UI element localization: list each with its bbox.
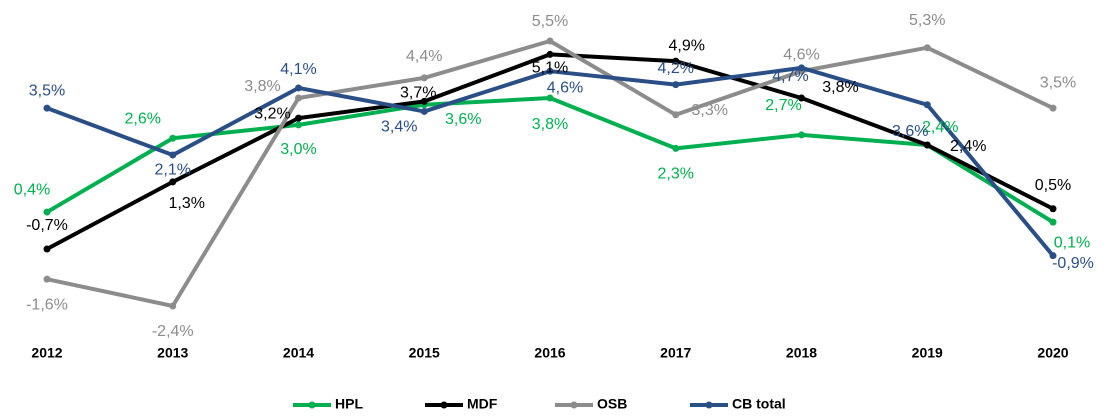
data-label: 0,5%	[1035, 177, 1071, 194]
legend-marker	[570, 401, 578, 409]
data-label: 2,4%	[922, 119, 958, 136]
point	[546, 94, 554, 102]
point	[923, 101, 931, 109]
point	[169, 302, 177, 310]
legend-marker	[440, 401, 448, 409]
x-tick-label: 2018	[786, 345, 817, 361]
data-label: 3,5%	[29, 82, 65, 99]
legend-marker	[308, 401, 316, 409]
point	[798, 64, 805, 72]
legend-label: HPL	[335, 396, 363, 412]
point	[420, 97, 428, 105]
point	[672, 144, 680, 152]
x-tick-label: 2013	[157, 345, 188, 361]
data-label: 4,6%	[783, 46, 819, 63]
point	[1049, 252, 1057, 260]
data-label: 4,4%	[406, 48, 442, 65]
point	[672, 111, 680, 119]
point	[546, 37, 554, 45]
data-label: 0,1%	[1054, 234, 1090, 251]
point	[169, 151, 177, 159]
x-tick-label: 2012	[31, 345, 62, 361]
series	[43, 64, 1057, 260]
data-label: -2,4%	[152, 323, 194, 340]
data-label: 3,5%	[1040, 74, 1076, 91]
point	[169, 134, 177, 142]
point	[420, 107, 428, 115]
point	[798, 131, 805, 139]
legend-label: CB total	[732, 396, 786, 412]
point	[546, 50, 554, 58]
x-tick-label: 2017	[660, 345, 691, 361]
data-label: 3,8%	[244, 78, 280, 95]
data-label: 2,4%	[950, 138, 986, 155]
data-label: 4,6%	[547, 79, 583, 96]
data-label: -0,9%	[1052, 255, 1094, 272]
point	[295, 114, 302, 122]
data-label: 5,1%	[532, 60, 568, 77]
x-tick-label: 2020	[1037, 345, 1068, 361]
data-label: 3,3%	[692, 102, 728, 119]
data-label: 3,7%	[400, 85, 436, 102]
point	[672, 57, 680, 65]
point	[672, 81, 680, 89]
point	[1049, 104, 1057, 112]
data-label: 5,5%	[532, 13, 568, 30]
legend-marker	[705, 401, 713, 409]
data-label: 4,7%	[772, 68, 808, 85]
data-label: 3,4%	[381, 119, 417, 136]
data-label: -0,7%	[26, 217, 68, 234]
point	[295, 84, 302, 92]
data-label: 2,7%	[765, 97, 801, 114]
series	[43, 37, 1057, 310]
data-label: 2,1%	[155, 161, 191, 178]
point	[295, 94, 302, 102]
data-label: 4,9%	[669, 37, 705, 54]
point	[923, 44, 931, 52]
x-tick-label: 2019	[912, 345, 943, 361]
data-label: 2,3%	[658, 166, 694, 183]
data-label: 3,0%	[280, 141, 316, 158]
data-label: 3,8%	[822, 79, 858, 96]
point	[43, 208, 51, 216]
legend-label: OSB	[597, 396, 627, 412]
x-tick-label: 2014	[283, 345, 314, 361]
point	[798, 94, 805, 102]
point	[923, 141, 931, 149]
data-label: 1,3%	[169, 195, 205, 212]
data-label: 3,6%	[892, 123, 928, 140]
point	[1049, 205, 1057, 213]
data-label: 3,2%	[254, 105, 290, 122]
point	[43, 104, 51, 112]
data-label: 3,6%	[445, 111, 481, 128]
x-tick-label: 2016	[534, 345, 565, 361]
data-label: 3,8%	[532, 116, 568, 133]
data-label: -1,6%	[26, 296, 68, 313]
point	[43, 275, 51, 283]
data-label: 5,3%	[909, 12, 945, 29]
x-tick-label: 2015	[409, 345, 440, 361]
point	[1049, 218, 1057, 226]
data-label: 4,1%	[280, 61, 316, 78]
point	[43, 245, 51, 253]
data-label: 2,6%	[125, 110, 161, 127]
legend-label: MDF	[467, 396, 498, 412]
point	[169, 178, 177, 186]
data-label: 4,2%	[658, 60, 694, 77]
series	[43, 50, 1057, 253]
point	[546, 67, 554, 75]
point	[295, 121, 302, 129]
point	[420, 74, 428, 82]
data-label: 0,4%	[14, 181, 50, 198]
